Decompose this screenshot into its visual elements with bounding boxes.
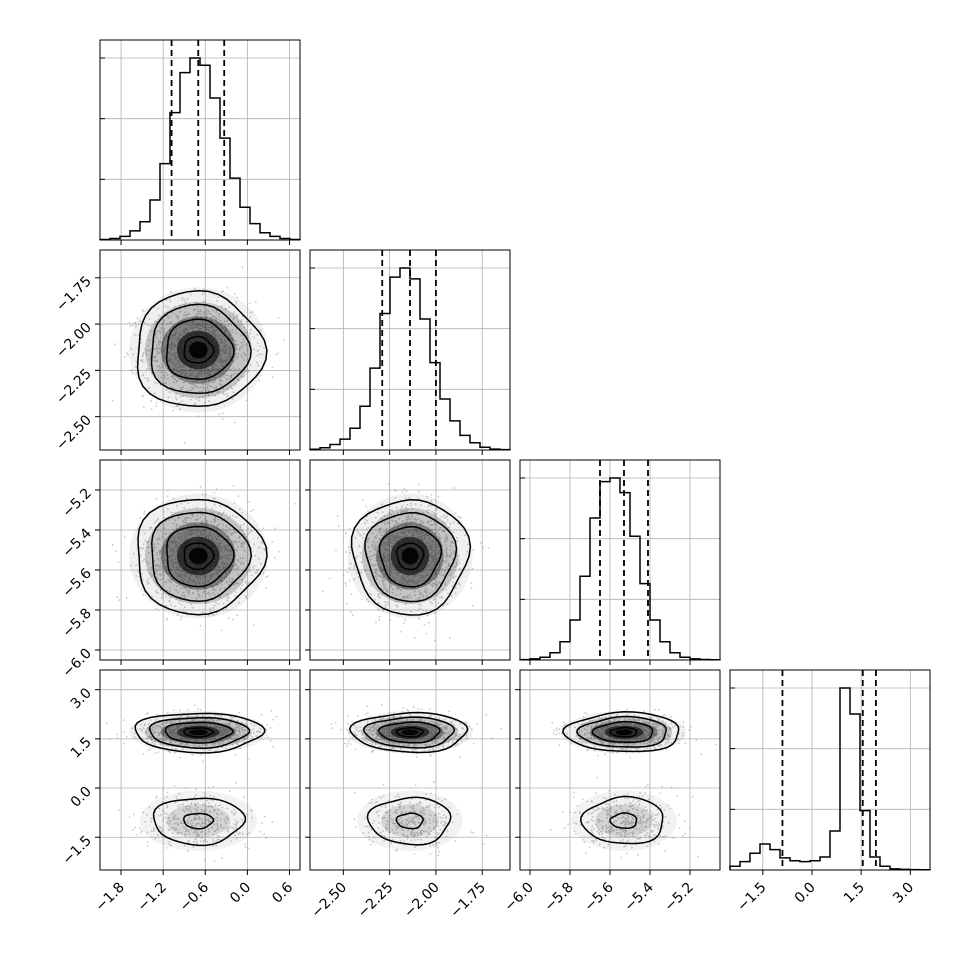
panel-frame <box>519 459 721 661</box>
tick-label: −5.6 <box>581 879 616 914</box>
panel-frame <box>309 249 511 451</box>
panel-frame <box>729 669 931 871</box>
panel-frame <box>519 669 721 871</box>
contour-line <box>150 303 252 395</box>
contour-line <box>183 812 215 830</box>
contour-line <box>151 511 253 603</box>
contour-line <box>349 711 469 754</box>
histogram-step <box>729 687 931 871</box>
contour-line <box>591 720 654 743</box>
scatter-panel <box>99 669 301 871</box>
histogram-panel <box>729 669 931 871</box>
tick-label: −5.8 <box>541 880 576 915</box>
contour-line <box>137 498 268 616</box>
density-region <box>381 804 439 838</box>
contour-line <box>350 499 472 616</box>
tick-label: −2.00 <box>53 320 95 362</box>
tick-label: −1.8 <box>93 880 128 915</box>
tick-label: −0.6 <box>177 879 212 914</box>
panel-frame <box>99 39 301 241</box>
density-region <box>401 729 419 736</box>
tick-label: −5.8 <box>59 606 94 641</box>
tick-label: −2.25 <box>53 366 95 408</box>
tick-label: 1.5 <box>68 734 95 761</box>
contour-line <box>183 542 215 571</box>
density-region <box>166 804 231 838</box>
contour-line <box>362 716 456 749</box>
histogram-step <box>99 57 301 241</box>
density-region <box>139 790 257 852</box>
tick-label: −5.4 <box>621 879 656 914</box>
tick-label: −5.4 <box>59 525 94 560</box>
tick-label: −5.6 <box>59 565 94 600</box>
tick-label: −1.5 <box>59 833 94 868</box>
contour-line <box>366 796 452 846</box>
panel-frame <box>99 669 301 871</box>
tick-label: 0.0 <box>227 880 254 907</box>
panel-frame <box>309 459 511 661</box>
density-region <box>188 341 208 359</box>
tick-label: 0.0 <box>792 880 819 907</box>
contour-line <box>562 711 680 753</box>
scatter-panel <box>99 459 301 661</box>
contour-line <box>148 716 251 749</box>
density-region <box>188 729 208 736</box>
tick-label: −1.75 <box>53 273 95 315</box>
scatter-panel <box>99 249 301 451</box>
tick-label: 0.0 <box>68 784 95 811</box>
tick-label: 3.0 <box>890 880 917 907</box>
contour-line <box>395 812 424 830</box>
scatter-panel <box>309 459 511 661</box>
tick-label: −2.25 <box>355 880 397 922</box>
tick-label: −5.2 <box>59 486 94 521</box>
tick-label: 3.0 <box>68 685 95 712</box>
panel-frame <box>309 669 511 871</box>
histogram-step <box>519 477 721 661</box>
contour-line <box>395 542 425 571</box>
tick-label: −2.50 <box>53 412 95 454</box>
tick-label: −6.0 <box>59 646 94 681</box>
histogram-panel <box>519 459 721 661</box>
contour-line <box>166 525 235 588</box>
tick-label: 0.6 <box>269 879 296 906</box>
histogram-panel <box>309 249 511 451</box>
contour-line <box>183 335 215 364</box>
scatter-panel <box>309 669 511 871</box>
density-region <box>401 547 419 565</box>
density-region <box>188 547 208 565</box>
contour-line <box>136 289 268 407</box>
contour-line <box>165 318 235 381</box>
panel-frame <box>99 249 301 451</box>
tick-label: −5.2 <box>661 880 696 915</box>
contour-line <box>183 727 215 738</box>
tick-label: −1.2 <box>135 880 170 915</box>
contour-line <box>164 721 234 744</box>
contour-line <box>579 795 664 845</box>
density-region <box>595 804 653 838</box>
contour-line <box>152 797 247 847</box>
density-region <box>357 790 463 852</box>
scatter-panel <box>519 669 721 871</box>
density-region <box>615 729 633 736</box>
tick-label: −6.0 <box>501 880 536 915</box>
contour-line <box>377 721 441 744</box>
tick-label: −1.75 <box>447 880 489 922</box>
tick-label: −1.5 <box>734 880 769 915</box>
tick-label: 1.5 <box>841 880 868 907</box>
contour-line <box>134 712 266 754</box>
contour-line <box>609 726 638 738</box>
panel-frame <box>99 459 301 661</box>
contour-line <box>395 727 424 738</box>
contour-line <box>364 511 458 603</box>
tick-label: −2.00 <box>401 880 443 922</box>
contour-line <box>609 812 638 829</box>
contour-line <box>378 525 443 588</box>
contour-line <box>576 715 667 748</box>
histogram-panel <box>99 39 301 241</box>
tick-label: −2.50 <box>309 880 351 922</box>
